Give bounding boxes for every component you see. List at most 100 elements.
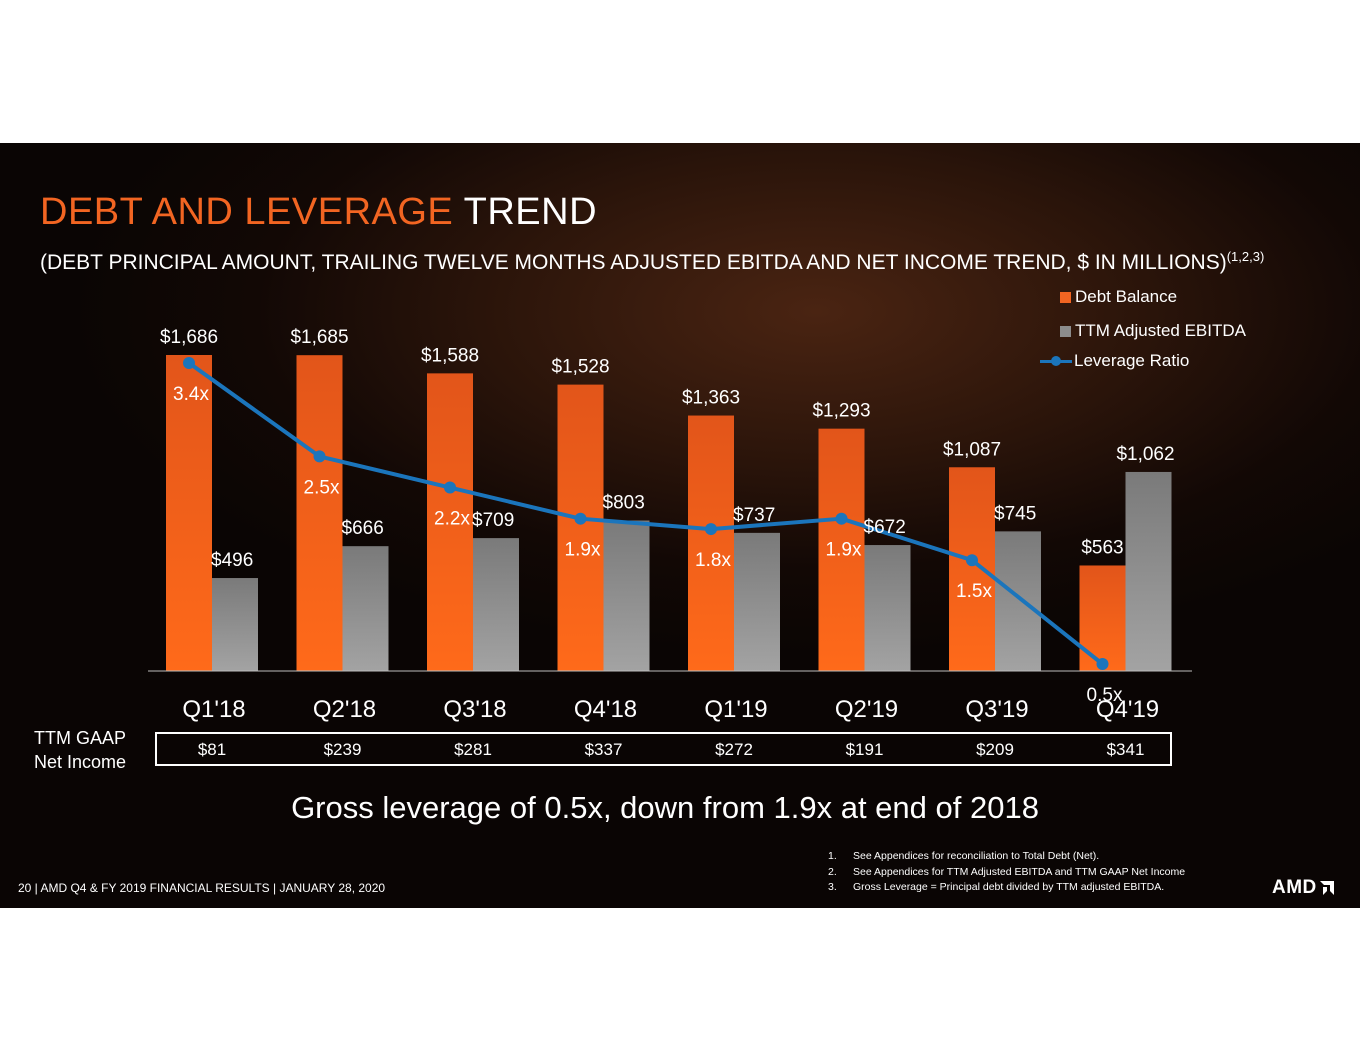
ebitda-value-label: $672 — [864, 517, 906, 538]
footnote-number: 1. — [828, 850, 837, 862]
leverage-ratio-point — [574, 512, 587, 525]
footnote-3: 3. Gross Leverage = Principal debt divide… — [828, 880, 1185, 896]
category-label: Q3'18 — [443, 696, 506, 723]
leverage-ratio-label: 0.5x — [1087, 685, 1123, 706]
leverage-ratio-point — [444, 481, 456, 494]
ebitda-value-label: $737 — [733, 505, 775, 526]
slide-subtitle: (DEBT PRINCIPAL AMOUNT, TRAILING TWELVE … — [40, 249, 1264, 275]
footnote-text: Gross Leverage = Principal debt divided … — [853, 881, 1165, 893]
category-label: Q1'19 — [704, 696, 767, 723]
bar-ttm-ebitda — [864, 545, 911, 671]
amd-arrow-icon — [1319, 881, 1334, 895]
legend-label-leverage: Leverage Ratio — [1074, 351, 1190, 370]
leverage-ratio-point — [966, 554, 978, 567]
bar-debt-balance — [296, 355, 343, 671]
net-income-box — [155, 732, 1172, 766]
footnote-number: 3. — [828, 881, 837, 893]
category-label: Q1'18 — [182, 696, 245, 723]
leverage-ratio-point — [705, 523, 717, 536]
legend-label-ebitda: TTM Adjusted EBITDA — [1075, 321, 1246, 340]
debt-leverage-chart: $1,686 $496 Q1'18 $1,685 $666 Q2'18 $1,588 $709… — [148, 327, 1192, 723]
net-income-value: $337 — [584, 740, 623, 759]
debt-value-label: $1,363 — [682, 388, 740, 409]
ebitda-value-label: $666 — [342, 518, 384, 539]
bar-ttm-ebitda — [603, 520, 650, 671]
bar-debt-balance — [166, 355, 212, 671]
category-label: Q2'18 — [313, 696, 376, 723]
leverage-ratio-label: 1.9x — [565, 540, 601, 561]
net-income-value: $81 — [197, 740, 227, 759]
leverage-ratio-label: 1.8x — [695, 550, 731, 571]
bar-ttm-ebitda — [473, 538, 519, 671]
bar-debt-balance — [1079, 565, 1126, 671]
legend-item-debt: Debt Balance — [1060, 287, 1177, 307]
ebitda-value-label: $745 — [994, 503, 1036, 524]
legend-swatch-debt — [1060, 291, 1071, 303]
footnote-text: See Appendices for TTM Adjusted EBITDA a… — [853, 865, 1186, 878]
debt-value-label: $1,686 — [160, 327, 218, 348]
bar-debt-balance — [427, 373, 473, 671]
debt-value-label: $1,528 — [551, 357, 609, 378]
category-label: Q3'19 — [965, 696, 1028, 723]
bar-ttm-ebitda — [342, 546, 389, 671]
leverage-ratio-label: 1.9x — [826, 540, 862, 561]
slide: DEBT AND LEVERAGE TREND (DEBT PRINCIPAL … — [0, 143, 1360, 908]
footnote-2: 2. See Appendices for TTM Adjusted EBITDA… — [828, 865, 1185, 881]
legend-swatch-ebitda — [1060, 325, 1071, 337]
leverage-ratio-point — [1096, 658, 1109, 670]
bar-ttm-ebitda — [734, 532, 780, 671]
debt-value-label: $563 — [1081, 537, 1123, 558]
category-label: Q4'19 — [1096, 696, 1159, 723]
leverage-ratio-line — [187, 361, 1104, 666]
ebitda-value-label: $496 — [211, 550, 253, 571]
footnote-number: 2. — [828, 865, 837, 878]
leverage-ratio-label: 2.5x — [304, 477, 340, 498]
net-income-value: $281 — [454, 740, 492, 759]
subtitle-text: (DEBT PRINCIPAL AMOUNT, TRAILING TWELVE … — [40, 251, 1227, 274]
slide-footer: 20 | AMD Q4 & FY 2019 FINANCIAL RESULTS … — [18, 881, 386, 895]
net-income-value: $209 — [976, 740, 1014, 759]
bar-debt-balance — [818, 428, 865, 671]
leverage-ratio-label: 3.4x — [173, 384, 209, 405]
bar-debt-balance — [557, 384, 604, 671]
slide-title: DEBT AND LEVERAGE TREND — [40, 191, 597, 234]
leverage-ratio-point — [313, 450, 326, 463]
bar-ttm-ebitda — [212, 578, 258, 671]
leverage-ratio-label: 1.5x — [956, 581, 992, 602]
net-income-label-line2: Net Income — [34, 752, 127, 772]
amd-logo: AMD — [1272, 877, 1335, 899]
legend-label-debt: Debt Balance — [1075, 287, 1178, 306]
net-income-label-line1: TTM GAAP — [34, 728, 127, 748]
net-income-value: $341 — [1106, 740, 1145, 759]
footnote-text: See Appendices for reconciliation to Tot… — [853, 850, 1100, 862]
bar-ttm-ebitda — [995, 531, 1041, 671]
leverage-ratio-label: 2.2x — [434, 509, 470, 530]
bar-debt-balance — [688, 415, 734, 671]
leverage-ratio-point — [183, 357, 195, 369]
footnotes: 1. See Appendices for reconciliation to T… — [828, 849, 1185, 896]
debt-value-label: $1,588 — [421, 345, 479, 366]
net-income-label: TTM GAAP Net Income — [34, 726, 126, 774]
leverage-callout: Gross leverage of 0.5x, down from 1.9x a… — [291, 790, 1039, 825]
footnote-1: 1. See Appendices for reconciliation to T… — [828, 849, 1185, 865]
net-income-value: $239 — [323, 740, 362, 759]
debt-value-label: $1,293 — [812, 401, 870, 422]
legend-item-ebitda: TTM Adjusted EBITDA — [1060, 321, 1246, 341]
category-label: Q4'18 — [574, 696, 637, 723]
bar-debt-balance — [949, 467, 995, 671]
ebitda-value-label: $803 — [603, 492, 645, 513]
legend-item-leverage: Leverage Ratio — [1040, 351, 1189, 371]
ebitda-value-label: $1,062 — [1116, 444, 1174, 465]
legend-swatch-leverage — [1040, 354, 1072, 368]
bar-ttm-ebitda — [1125, 471, 1172, 671]
net-income-value: $191 — [845, 740, 884, 759]
subtitle-footnote-ref: (1,2,3) — [1226, 249, 1265, 264]
category-label: Q2'19 — [835, 696, 898, 723]
net-income-value: $272 — [715, 740, 753, 759]
debt-value-label: $1,087 — [943, 439, 1001, 460]
title-accent: DEBT AND LEVERAGE — [40, 191, 454, 233]
title-rest: TREND — [463, 191, 598, 233]
amd-logo-text: AMD — [1272, 877, 1317, 898]
ebitda-value-label: $709 — [472, 510, 514, 531]
debt-value-label: $1,685 — [290, 327, 348, 348]
